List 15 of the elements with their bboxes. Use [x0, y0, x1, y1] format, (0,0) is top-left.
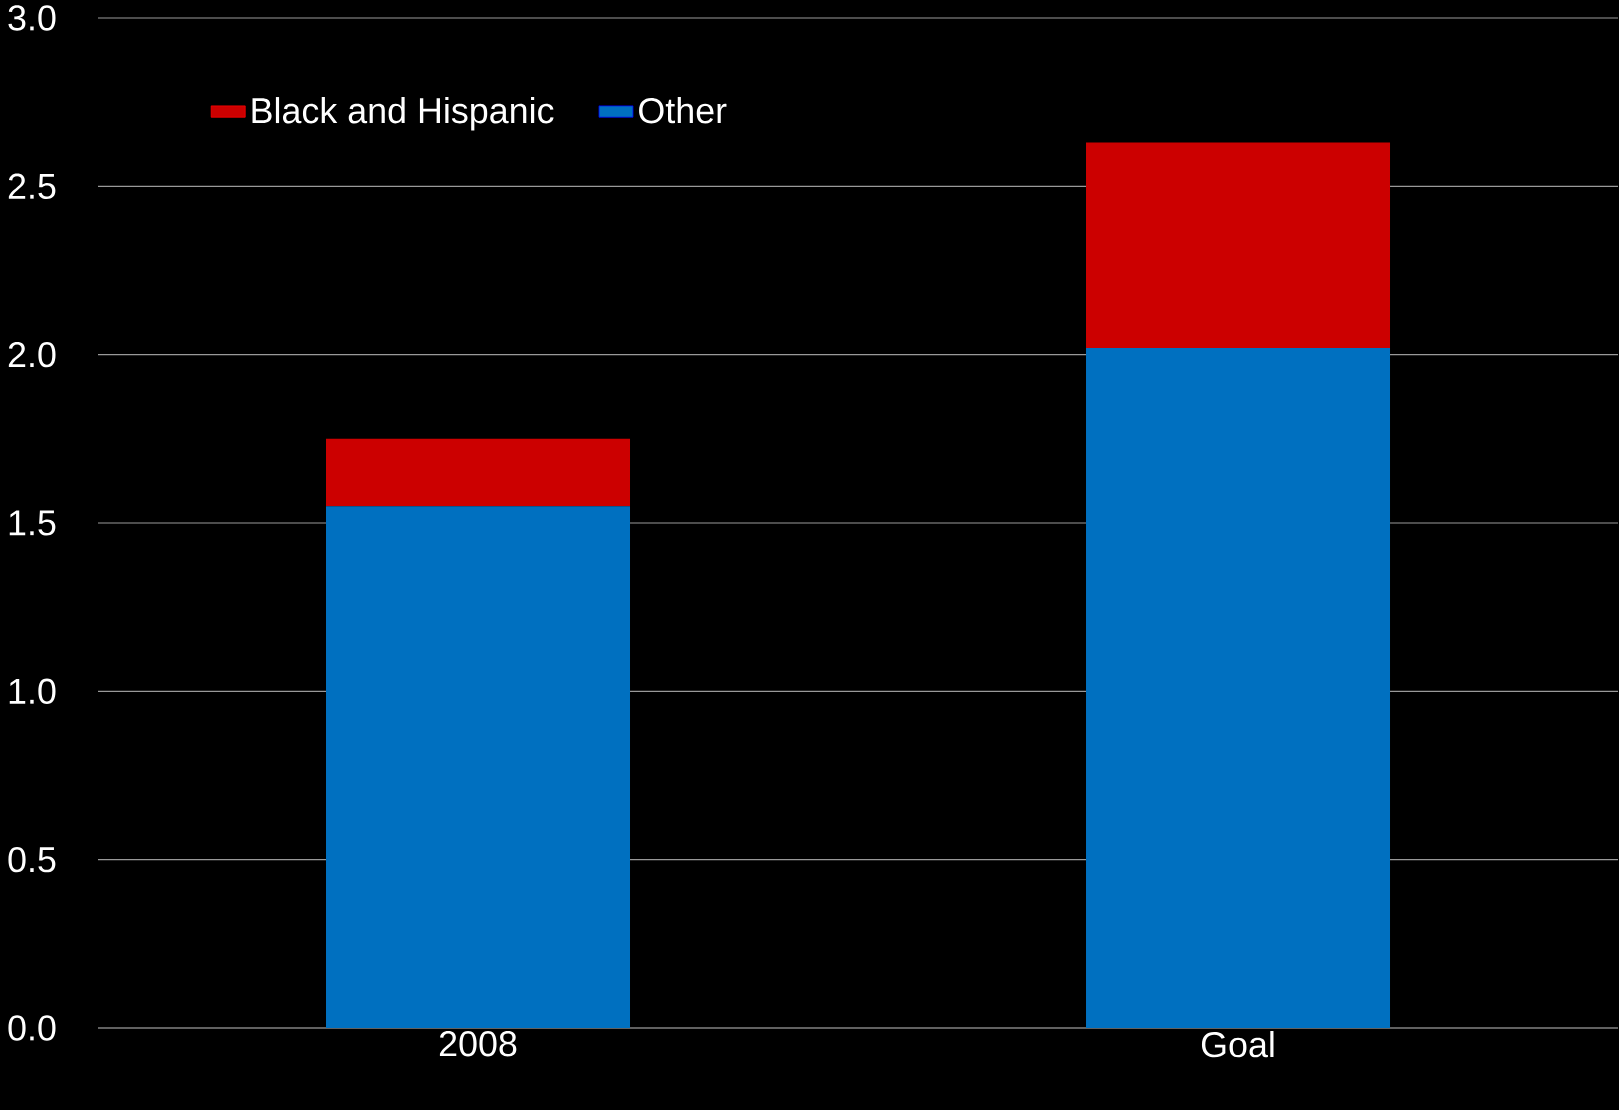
y-tick-label: 2.5	[8, 173, 56, 200]
y-tick-label: 0.5	[8, 846, 56, 873]
y-tick-label: 1.0	[9, 678, 56, 705]
legend-label: Black and Hispanic	[252, 97, 554, 131]
bar	[1086, 142, 1391, 348]
bar	[1086, 347, 1391, 1028]
y-tick-label: 3.0	[8, 5, 56, 31]
x-tick-label: Goal	[1201, 1031, 1274, 1058]
bar	[326, 438, 631, 507]
y-tick-label: 2.0	[8, 341, 56, 368]
y-tick-label: 1.5	[9, 510, 56, 536]
bar	[326, 506, 631, 1028]
legend-label: Other	[639, 97, 727, 124]
y-tick-label: 0.0	[8, 1015, 56, 1041]
x-tick-label: 2008	[439, 1031, 517, 1057]
